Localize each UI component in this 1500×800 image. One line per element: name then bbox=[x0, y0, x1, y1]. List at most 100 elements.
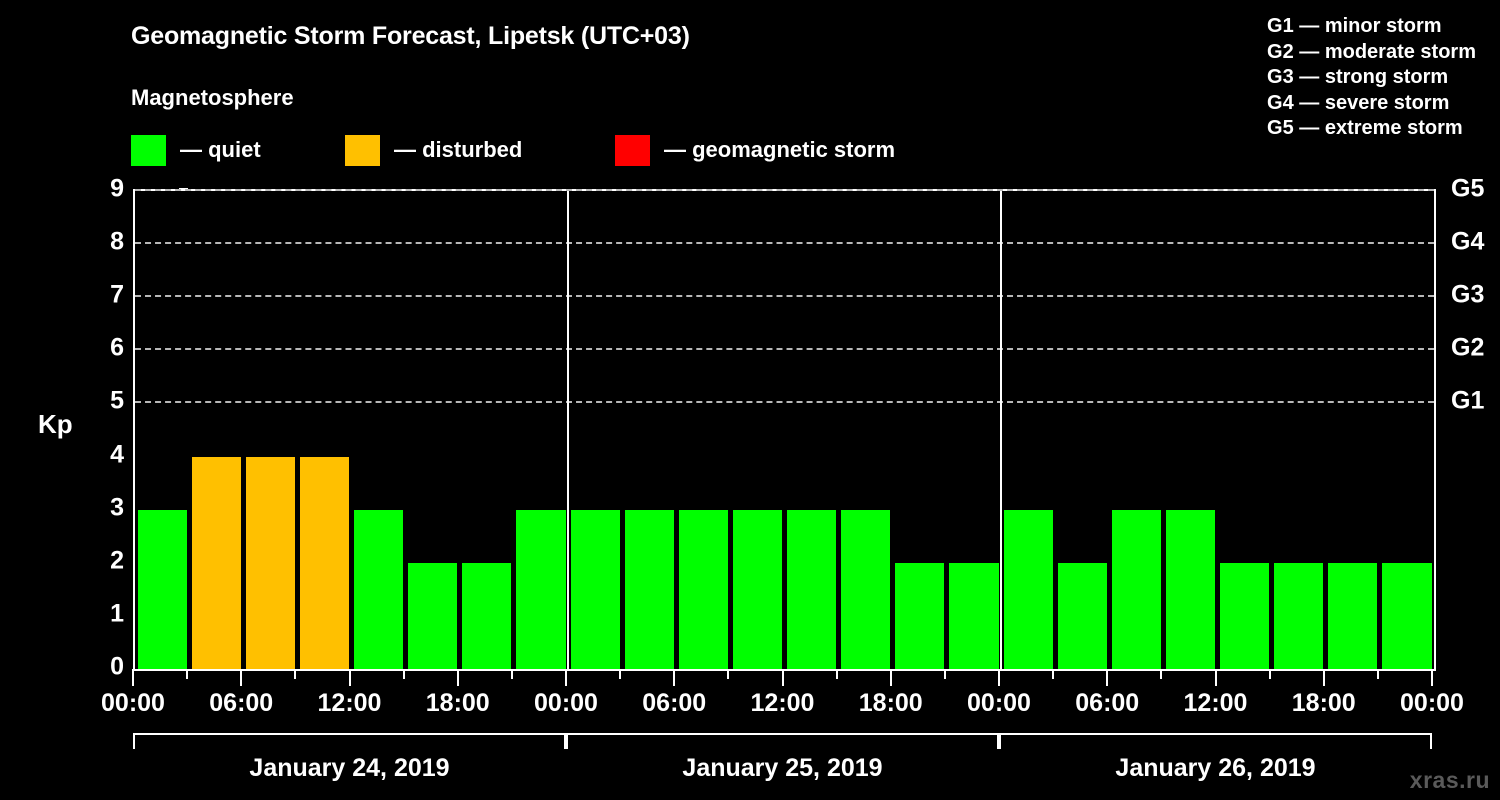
g-legend-row-3: G3 — strong storm bbox=[1267, 66, 1449, 88]
legend-swatch-disturbed bbox=[345, 134, 380, 166]
gridline-kp-6 bbox=[135, 348, 1434, 351]
x-tick-label: 18:00 bbox=[1291, 689, 1356, 717]
gridline-kp-7 bbox=[135, 295, 1434, 298]
x-tick-label: 18:00 bbox=[858, 689, 923, 717]
bar[interactable] bbox=[1382, 562, 1432, 669]
bar[interactable] bbox=[841, 509, 891, 669]
bar[interactable] bbox=[1328, 562, 1378, 669]
bar[interactable] bbox=[1274, 562, 1324, 669]
gridline-kp-5 bbox=[135, 401, 1434, 404]
legend-label-disturbed: — disturbed bbox=[394, 137, 523, 162]
bar[interactable] bbox=[191, 456, 241, 669]
x-tick-minor bbox=[1376, 669, 1379, 679]
y-tick-label-2: 2 bbox=[110, 546, 124, 575]
day-bracket-1 bbox=[133, 733, 566, 749]
x-tick-label: 00:00 bbox=[1400, 689, 1464, 717]
g-legend-row-1: G1 — minor storm bbox=[1267, 15, 1442, 37]
bar[interactable] bbox=[299, 456, 349, 669]
bar[interactable] bbox=[1165, 509, 1215, 669]
x-axis-labels: 00:00 06:00 12:00 18:00 00:00 06:00 12:00 18:00… bbox=[0, 689, 1500, 723]
x-tick-minor bbox=[294, 669, 297, 679]
page-title: Geomagnetic Storm Forecast, Lipetsk (UTC… bbox=[131, 22, 690, 50]
plot-inner bbox=[135, 189, 1434, 669]
g-tick-label-G3: G3 bbox=[1451, 280, 1485, 309]
bar[interactable] bbox=[1057, 562, 1107, 669]
x-tick-minor bbox=[510, 669, 513, 679]
bar[interactable] bbox=[462, 562, 512, 669]
y-tick-label-0: 0 bbox=[110, 652, 124, 681]
y-tick-label-9: 9 bbox=[110, 174, 124, 203]
x-tick-label: 12:00 bbox=[317, 689, 382, 717]
y-tick-label-1: 1 bbox=[110, 599, 124, 628]
gridline-kp-9 bbox=[135, 189, 1434, 191]
x-tick-major bbox=[1431, 669, 1433, 686]
day-brackets bbox=[133, 733, 1434, 749]
y-tick-label-8: 8 bbox=[110, 227, 124, 256]
day-separator-2 bbox=[1000, 191, 1002, 669]
x-tick-major bbox=[348, 669, 351, 686]
legend-label-geomagnetic-storm: — geomagnetic storm bbox=[664, 137, 896, 162]
x-tick-major bbox=[998, 669, 1000, 686]
x-axis-ticks bbox=[132, 669, 1434, 687]
bar[interactable] bbox=[570, 509, 620, 669]
y-tick-label-6: 6 bbox=[110, 333, 124, 362]
y-axis-title: Kp bbox=[38, 409, 73, 439]
x-tick-major bbox=[1322, 669, 1325, 686]
x-tick-minor bbox=[943, 669, 946, 679]
bar[interactable] bbox=[732, 509, 782, 669]
g-legend-row-5: G5 — extreme storm bbox=[1267, 117, 1463, 139]
x-tick-label: 12:00 bbox=[750, 689, 815, 717]
x-tick-major bbox=[1214, 669, 1217, 686]
day-label-2: January 25, 2019 bbox=[682, 754, 883, 782]
x-tick-major bbox=[240, 669, 243, 686]
day-label-3: January 26, 2019 bbox=[1115, 754, 1316, 782]
bar[interactable] bbox=[245, 456, 295, 669]
x-tick-minor bbox=[727, 669, 730, 679]
bar[interactable] bbox=[1111, 509, 1161, 669]
plot-area bbox=[133, 189, 1436, 671]
legend-entry-geomagnetic-storm: — geomagnetic storm bbox=[615, 133, 895, 167]
legend-label-quiet: — quiet bbox=[180, 137, 261, 162]
x-tick-major bbox=[456, 669, 459, 686]
bar[interactable] bbox=[137, 509, 187, 669]
bar[interactable] bbox=[624, 509, 674, 669]
g-tick-label-G4: G4 bbox=[1451, 227, 1485, 256]
x-tick-major bbox=[565, 669, 567, 686]
g-scale-legend: G1 — minor storm G2 — moderate storm G3 — … bbox=[1267, 14, 1476, 142]
x-tick-label: 06:00 bbox=[209, 689, 274, 717]
x-tick-major bbox=[781, 669, 784, 686]
magnetosphere-label: Magnetosphere bbox=[131, 85, 294, 110]
bar[interactable] bbox=[1220, 562, 1270, 669]
bar[interactable] bbox=[516, 509, 566, 669]
bar[interactable] bbox=[354, 509, 404, 669]
x-tick-label: 00:00 bbox=[534, 689, 598, 717]
g-tick-label-G1: G1 bbox=[1451, 386, 1485, 415]
day-labels: January 24, 2019 January 25, 2019 January … bbox=[0, 754, 1500, 788]
x-tick-minor bbox=[186, 669, 189, 679]
x-tick-minor bbox=[1160, 669, 1163, 679]
x-tick-label: 18:00 bbox=[425, 689, 490, 717]
g-tick-label-G2: G2 bbox=[1451, 333, 1485, 362]
bar[interactable] bbox=[678, 509, 728, 669]
x-tick-major bbox=[1106, 669, 1109, 686]
bar[interactable] bbox=[1003, 509, 1053, 669]
bar[interactable] bbox=[787, 509, 837, 669]
x-tick-label: 06:00 bbox=[642, 689, 707, 717]
legend-swatch-quiet bbox=[131, 134, 166, 166]
bar[interactable] bbox=[895, 562, 945, 669]
watermark: xras.ru bbox=[1409, 767, 1490, 793]
x-tick-minor bbox=[402, 669, 405, 679]
x-tick-label: 06:00 bbox=[1075, 689, 1140, 717]
bar[interactable] bbox=[949, 562, 999, 669]
y-tick-label-4: 4 bbox=[110, 440, 124, 469]
x-tick-label: 12:00 bbox=[1183, 689, 1248, 717]
y-tick-label-3: 3 bbox=[110, 493, 124, 522]
day-label-1: January 24, 2019 bbox=[249, 754, 450, 782]
y-axis-gscale: G1 G2 G3 G4 G5 bbox=[1437, 175, 1499, 667]
x-tick-label: 00:00 bbox=[967, 689, 1031, 717]
bar[interactable] bbox=[408, 562, 458, 669]
g-tick-label-G5: G5 bbox=[1451, 174, 1485, 203]
legend-entry-quiet: — quiet bbox=[131, 133, 261, 167]
x-tick-minor bbox=[1268, 669, 1271, 679]
